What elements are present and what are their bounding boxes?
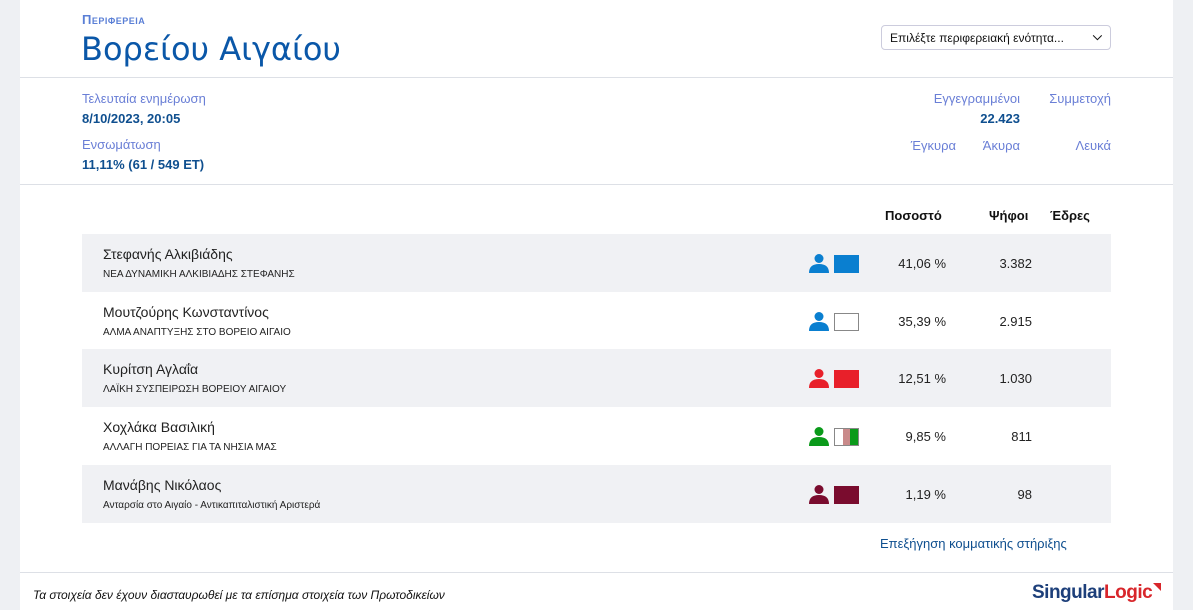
divider bbox=[20, 184, 1173, 185]
candidate-name: Μανάβης Νικόλαος bbox=[103, 476, 222, 493]
person-icon bbox=[809, 484, 829, 504]
party-name: ΑΛΛΑΓΗ ΠΟΡΕΙΑΣ ΓΙΑ ΤΑ ΝΗΣΙΑ ΜΑΣ bbox=[103, 442, 277, 454]
select-value: Επιλέξτε περιφερειακή ενότητα... bbox=[890, 31, 1064, 45]
disclaimer: Τα στοιχεία δεν έχουν διασταυρωθεί με τα… bbox=[33, 588, 445, 602]
candidate-name: Κυρίτση Αγλαΐα bbox=[103, 361, 199, 378]
percent-value: 35,39 % bbox=[898, 313, 946, 329]
candidate-name: Χοχλάκα Βασιλική bbox=[103, 419, 215, 436]
person-icon bbox=[809, 369, 829, 389]
turnout-label: Συμμετοχή bbox=[1049, 91, 1111, 106]
votes-value: 2.915 bbox=[999, 313, 1032, 329]
person-icon bbox=[809, 311, 829, 331]
party-name: Ανταρσία στο Αιγαίο - Αντικαπιταλιστική … bbox=[103, 499, 321, 511]
table-row: Μανάβης Νικόλαος Ανταρσία στο Αιγαίο - Α… bbox=[82, 464, 1111, 523]
party-color-swatch bbox=[834, 485, 859, 504]
region-kicker: Περιφερεια bbox=[82, 12, 146, 27]
party-color-swatch bbox=[834, 428, 859, 447]
logo-part: Singular bbox=[1032, 582, 1105, 603]
invalid-label: Άκυρα bbox=[982, 138, 1020, 153]
percent-value: 1,19 % bbox=[905, 486, 946, 502]
header-votes: Ψήφοι bbox=[989, 208, 1029, 223]
incorporation-value: 11,11% (61 / 549 ΕΤ) bbox=[82, 157, 205, 172]
header-seats: Έδρες bbox=[1050, 208, 1090, 223]
percent-value: 41,06 % bbox=[898, 256, 946, 271]
registered-label: Εγγεγραμμένοι bbox=[933, 91, 1020, 106]
party-name: ΝΕΑ ΔΥΝΑΜΙΚΗ ΑΛΚΙΒΙΑΔΗΣ ΣΤΕΦΑΝΗΣ bbox=[103, 269, 295, 280]
registered-value: 22.423 bbox=[980, 111, 1020, 126]
person-icon bbox=[809, 254, 829, 273]
regional-unit-select[interactable]: Επιλέξτε περιφερειακή ενότητα... ⌵ bbox=[881, 25, 1111, 50]
header-percent: Ποσοστό bbox=[885, 208, 942, 223]
singularlogic-logo: SingularLogic bbox=[1032, 582, 1162, 604]
last-update-value: 8/10/2023, 20:05 bbox=[82, 111, 181, 126]
valid-label: Έγκυρα bbox=[910, 138, 956, 153]
votes-value: 811 bbox=[1011, 429, 1032, 445]
party-color-swatch bbox=[834, 255, 859, 273]
page-title: Βορείου Αιγαίου bbox=[81, 30, 341, 68]
candidate-name: Μουτζούρης Κωνσταντίνος bbox=[103, 303, 269, 320]
table-row: Χοχλάκα Βασιλική ΑΛΛΑΓΗ ΠΟΡΕΙΑΣ ΓΙΑ ΤΑ Ν… bbox=[82, 407, 1111, 465]
party-color-swatch bbox=[834, 370, 859, 389]
party-color-swatch bbox=[834, 312, 859, 331]
votes-value: 98 bbox=[1017, 486, 1032, 502]
divider bbox=[20, 77, 1173, 78]
chevron-down-icon: ⌵ bbox=[1092, 29, 1102, 43]
last-update-label: Τελευταία ενημέρωση bbox=[82, 91, 206, 106]
incorporation-label: Ενσωμάτωση bbox=[82, 137, 161, 152]
percent-value: 12,51 % bbox=[898, 371, 946, 387]
party-name: ΛΑΪΚΗ ΣΥΣΠΕΙΡΩΣΗ ΒΟΡΕΙΟΥ ΑΙΓΑΙΟΥ bbox=[103, 384, 287, 396]
logo-mark-icon bbox=[1153, 583, 1162, 591]
votes-value: 3.382 bbox=[999, 256, 1032, 271]
candidate-name: Στεφανής Αλκιβιάδης bbox=[103, 246, 233, 262]
party-support-explanation-link[interactable]: Επεξήγηση κομματικής στήριξης bbox=[880, 536, 1067, 551]
percent-value: 9,85 % bbox=[905, 429, 946, 445]
votes-value: 1.030 bbox=[999, 371, 1032, 387]
party-name: ΑΛΜΑ ΑΝΑΠΤΥΞΗΣ ΣΤΟ ΒΟΡΕΙΟ ΑΙΓΑΙΟ bbox=[103, 326, 291, 338]
person-icon bbox=[809, 427, 829, 447]
logo-part: Logic bbox=[1104, 582, 1153, 603]
divider bbox=[20, 572, 1173, 573]
results-card: Περιφερεια Βορείου Αιγαίου Επιλέξτε περι… bbox=[20, 0, 1173, 610]
table-row: Κυρίτση Αγλαΐα ΛΑΪΚΗ ΣΥΣΠΕΙΡΩΣΗ ΒΟΡΕΙΟΥ … bbox=[82, 349, 1111, 408]
table-row: Μουτζούρης Κωνσταντίνος ΑΛΜΑ ΑΝΑΠΤΥΞΗΣ Σ… bbox=[82, 292, 1111, 350]
blank-label: Λευκά bbox=[1075, 138, 1111, 153]
table-row: Στεφανής Αλκιβιάδης ΝΕΑ ΔΥΝΑΜΙΚΗ ΑΛΚΙΒΙΑ… bbox=[82, 234, 1111, 292]
